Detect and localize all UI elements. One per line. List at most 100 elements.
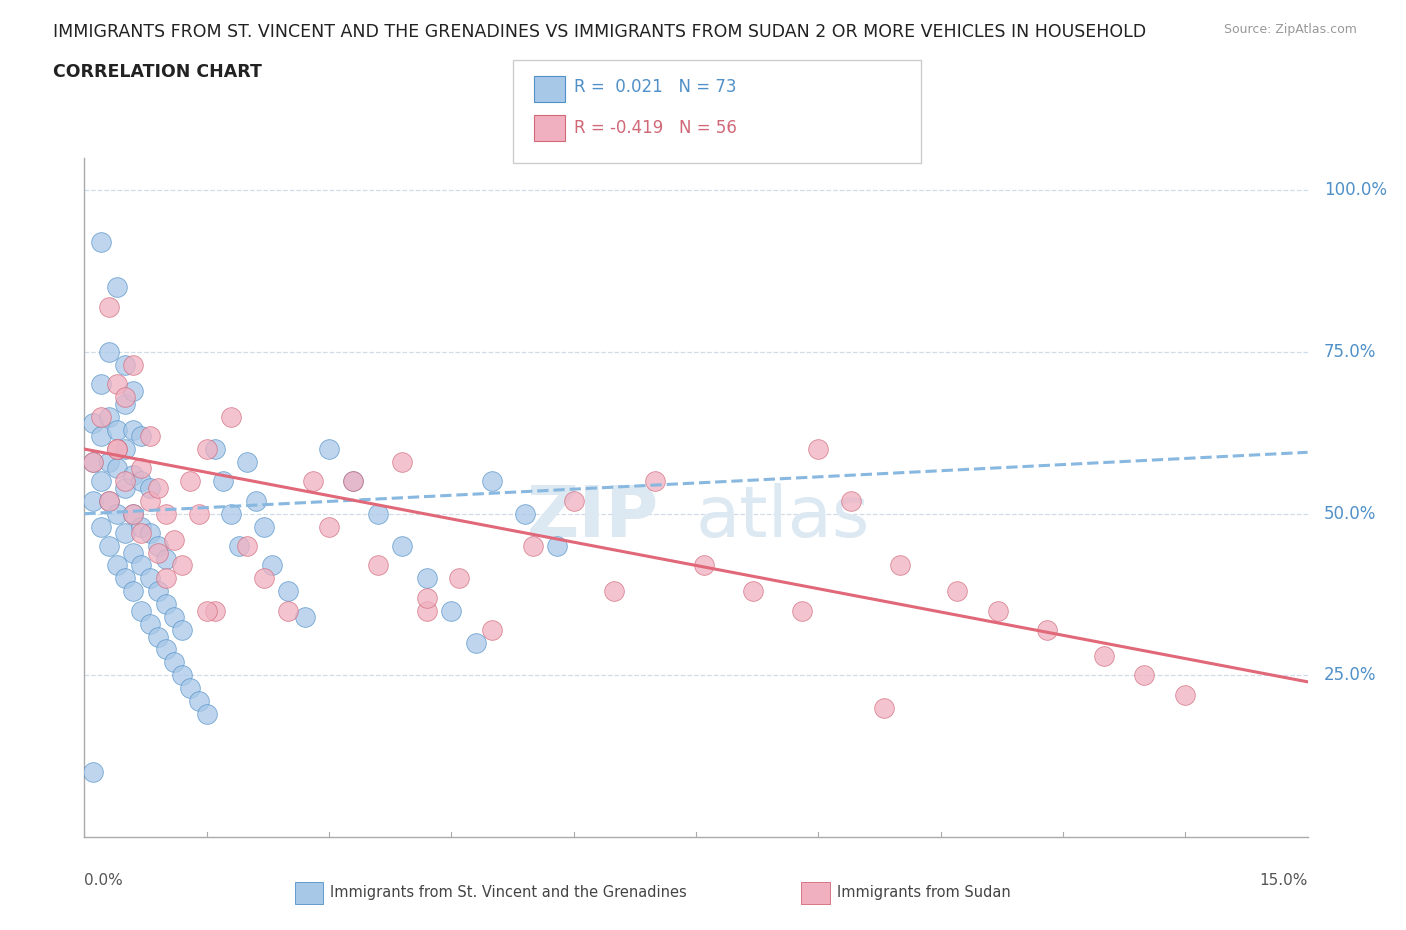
Point (212, 474, 235, 489)
Point (155, 597, 177, 612)
Point (416, 591, 439, 605)
Text: Source: ZipAtlas.com: Source: ZipAtlas.com (1223, 23, 1357, 36)
Point (146, 545, 169, 560)
Point (219, 409, 242, 424)
Point (97, 455, 120, 470)
Point (1092, 648, 1115, 663)
Point (1035, 623, 1057, 638)
Point (889, 558, 911, 573)
Point (163, 532, 186, 547)
Point (839, 493, 862, 508)
Point (97, 299, 120, 314)
Point (122, 357, 145, 372)
Point (155, 506, 177, 521)
Point (172, 668, 194, 683)
Point (872, 700, 894, 715)
Point (155, 551, 177, 566)
Point (155, 642, 177, 657)
Point (114, 474, 136, 489)
Point (693, 558, 716, 573)
Text: 100.0%: 100.0% (1324, 181, 1386, 199)
Point (277, 584, 299, 599)
Text: atlas: atlas (696, 484, 870, 552)
Point (82, 764, 104, 779)
Point (245, 493, 267, 508)
Text: 50.0%: 50.0% (1324, 505, 1376, 523)
Point (90, 409, 112, 424)
Point (122, 383, 145, 398)
Point (131, 519, 153, 534)
Text: 25.0%: 25.0% (1324, 667, 1376, 684)
Text: IMMIGRANTS FROM ST. VINCENT AND THE GRENADINES VS IMMIGRANTS FROM SUDAN 2 OR MOR: IMMIGRANTS FROM ST. VINCENT AND THE GREN… (53, 23, 1146, 41)
Point (294, 610, 316, 625)
Point (122, 584, 145, 599)
Point (416, 604, 439, 618)
Point (131, 604, 153, 618)
Text: R = -0.419   N = 56: R = -0.419 N = 56 (574, 119, 737, 137)
Text: Immigrants from Sudan: Immigrants from Sudan (837, 885, 1011, 900)
Point (195, 604, 218, 618)
Point (82, 455, 104, 470)
Point (146, 538, 169, 553)
Point (449, 571, 471, 586)
Point (138, 525, 160, 540)
Point (82, 416, 104, 431)
Text: R =  0.021   N = 73: R = 0.021 N = 73 (574, 78, 737, 96)
Point (742, 584, 765, 599)
Point (163, 655, 186, 670)
Point (114, 525, 136, 540)
Point (277, 604, 299, 618)
Text: Immigrants from St. Vincent and the Grenadines: Immigrants from St. Vincent and the Gren… (330, 885, 688, 900)
Point (195, 707, 218, 722)
Point (105, 442, 128, 457)
Point (122, 506, 145, 521)
Point (146, 481, 169, 496)
Point (204, 442, 226, 457)
Point (122, 468, 145, 483)
Point (146, 584, 169, 599)
Point (172, 623, 194, 638)
Point (172, 558, 194, 573)
Point (301, 474, 323, 489)
Point (131, 558, 153, 573)
Point (90, 519, 112, 534)
Point (114, 442, 136, 457)
Point (105, 506, 128, 521)
Point (367, 506, 389, 521)
Point (391, 455, 413, 470)
Point (513, 506, 536, 521)
Point (1133, 668, 1156, 683)
Point (367, 558, 389, 573)
Point (603, 584, 626, 599)
Point (260, 558, 283, 573)
Point (464, 635, 486, 650)
Text: ZIP: ZIP (527, 484, 659, 552)
Text: CORRELATION CHART: CORRELATION CHART (53, 63, 263, 81)
Point (481, 623, 503, 638)
Point (391, 538, 413, 553)
Point (131, 474, 153, 489)
Point (131, 525, 153, 540)
Point (1174, 687, 1197, 702)
Text: 75.0%: 75.0% (1324, 343, 1376, 361)
Text: 15.0%: 15.0% (1260, 872, 1308, 887)
Point (179, 474, 201, 489)
Point (253, 519, 276, 534)
Point (97, 538, 120, 553)
Point (114, 571, 136, 586)
Point (481, 474, 503, 489)
Point (114, 481, 136, 496)
Point (105, 558, 128, 573)
Point (807, 442, 830, 457)
Point (105, 422, 128, 437)
Point (163, 610, 186, 625)
Point (114, 357, 136, 372)
Point (82, 493, 104, 508)
Point (236, 455, 259, 470)
Point (97, 493, 120, 508)
Point (90, 234, 112, 249)
Point (122, 506, 145, 521)
Point (138, 429, 160, 444)
Text: 0.0%: 0.0% (84, 872, 124, 887)
Point (342, 474, 364, 489)
